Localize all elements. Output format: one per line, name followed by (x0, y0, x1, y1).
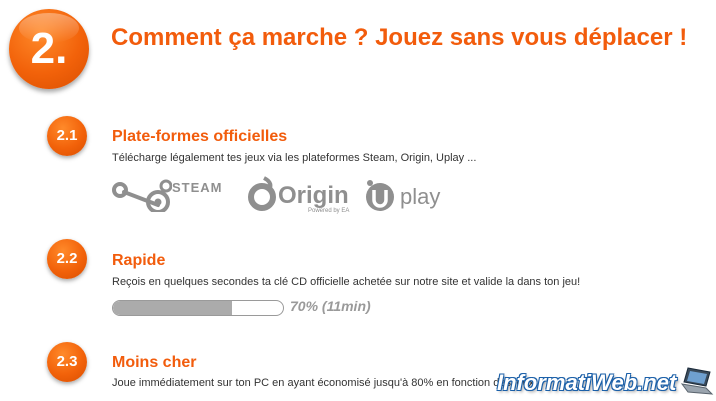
delivery-progress-fill (113, 301, 232, 315)
section-title-moins-cher: Moins cher (112, 354, 197, 371)
origin-logo-text: Origin (278, 182, 349, 209)
section-badge-2-1: 2.1 (47, 116, 87, 156)
section-title-platforms: Plate-formes officielles (112, 128, 288, 145)
section-badge-2-3: 2.3 (47, 342, 87, 382)
delivery-progress-label: 70% (11min) (290, 298, 371, 314)
origin-logo-subtext: Powered by EA (308, 208, 350, 214)
laptop-icon (680, 367, 714, 395)
origin-logo-icon (248, 176, 276, 211)
delivery-progress-bar (112, 300, 284, 316)
site-watermark: InformatiWeb.net (497, 370, 677, 395)
step-badge: 2. (9, 9, 89, 89)
section-desc-moins-cher: Joue immédiatement sur ton PC en ayant é… (112, 377, 538, 389)
steam-logo-text: STEAM (172, 180, 223, 195)
section-title-rapide: Rapide (112, 252, 166, 269)
page-title: Comment ça marche ? Jouez sans vous dépl… (111, 24, 688, 51)
section-desc-platforms: Télécharge légalement tes jeux via les p… (112, 152, 477, 164)
platform-logos: STEAM Origin Powered by EA play (112, 174, 452, 218)
uplay-logo-icon (366, 180, 394, 211)
uplay-logo-text: play (400, 184, 441, 209)
steam-logo-icon (112, 179, 172, 212)
section-badge-2-2: 2.2 (47, 239, 87, 279)
section-desc-rapide: Reçois en quelques secondes ta clé CD of… (112, 276, 581, 288)
